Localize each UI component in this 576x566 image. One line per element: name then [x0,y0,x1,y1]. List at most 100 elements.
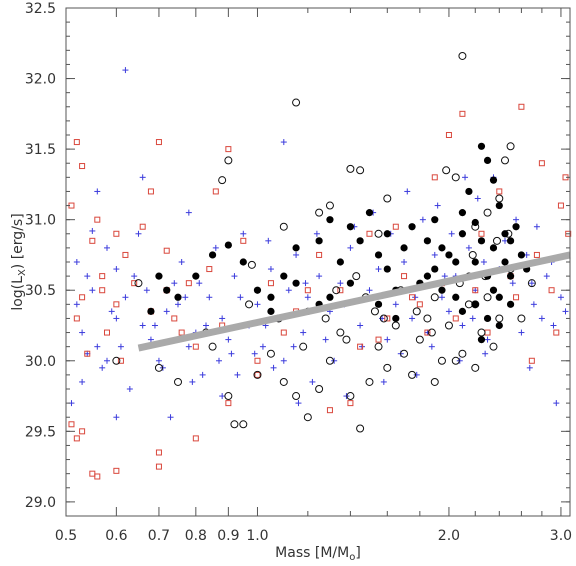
plus-point [265,237,272,244]
open-circle-point [230,420,239,429]
plus-point [462,174,469,181]
square-point [553,329,560,336]
plus-point [151,322,158,329]
x-tick-label: 0.6 [105,528,127,544]
plus-point [117,343,124,350]
x-tick-label: 0.5 [55,528,77,544]
plus-point [219,393,226,400]
filled-circle-point [477,336,486,344]
y-axis-title: log(LX) [erg/s] [10,213,28,310]
plus-point [171,280,178,287]
plus-point [366,287,373,294]
open-circle-point [451,356,460,365]
filled-circle-point [506,237,515,245]
plus-point [543,273,550,280]
plus-point [155,357,162,364]
square-point [416,301,423,308]
square-point [171,315,178,322]
open-circle-point [444,321,453,330]
open-circle-point [408,370,417,379]
plus-point [538,315,545,322]
square-point [73,315,80,322]
plus-point [108,308,115,315]
plus-point [113,315,120,322]
filled-circle-point [336,258,344,266]
plus-point [94,343,101,350]
square-point [384,315,391,322]
square-point [131,280,138,287]
plus-point [185,209,192,216]
y-tick-label: 30.5 [25,283,56,299]
plus-point [175,301,182,308]
open-circle-point [442,166,451,175]
open-circle-point [279,222,288,231]
open-circle-point [279,377,288,386]
filled-circle-point [452,293,460,301]
square-point [431,174,438,181]
plus-point [295,400,302,407]
open-circle-point [346,392,355,401]
open-circle-point [458,349,467,358]
plus-point [79,378,86,385]
plus-point [103,244,110,251]
plus-point [431,251,438,258]
plus-point [509,280,516,287]
filled-circle-point [471,218,479,227]
filled-circle-point [506,300,515,308]
filled-circle-point [489,286,498,294]
plus-point [448,230,455,237]
square-point [280,329,287,336]
square-point [147,188,154,195]
plus-point [280,139,287,146]
y-tick-label: 30.0 [25,354,56,370]
plus-point [202,322,209,329]
plus-point [163,308,170,315]
square-point [557,202,564,209]
plus-point [73,259,80,265]
square-point [254,357,261,364]
square-point [68,421,75,428]
open-circle-point [483,208,492,217]
open-circle-point [315,385,324,393]
open-circle-point [400,349,409,358]
filled-circle-point [458,209,467,217]
open-circle-point [224,156,233,165]
plus-point [219,315,226,322]
plus-point [357,322,364,329]
open-circle-point [483,293,492,302]
square-point [99,273,106,280]
square-point [452,315,459,322]
plus-point [474,195,481,202]
x-tick-label: 0.8 [185,528,207,544]
filled-circle-point [423,272,432,280]
open-circle-point [208,342,217,351]
square-point [375,336,382,343]
plus-point [480,259,487,265]
plus-point [167,414,174,421]
plus-point [206,294,213,301]
plus-point [533,223,540,230]
square-point [548,287,555,294]
open-circle-point [500,156,509,165]
square-point [326,407,333,414]
square-point [99,287,106,294]
filled-circle-point [267,307,275,315]
plus-point [456,357,463,364]
filled-circle-point [383,265,391,273]
square-point [117,357,124,364]
filled-circle-point [517,251,526,259]
square-point [538,160,545,167]
plus-point [216,357,223,364]
plus-point [434,202,441,209]
open-circle-point [112,356,121,365]
filled-circle-point [423,237,432,245]
plus-point [375,266,382,273]
open-circle-point [154,363,163,372]
square-point [533,251,540,258]
square-point [155,449,162,456]
square-point [304,287,311,294]
open-circle-point [315,208,324,217]
square-point [472,287,479,294]
filled-circle-point [495,321,503,330]
open-circle-point [527,279,536,288]
